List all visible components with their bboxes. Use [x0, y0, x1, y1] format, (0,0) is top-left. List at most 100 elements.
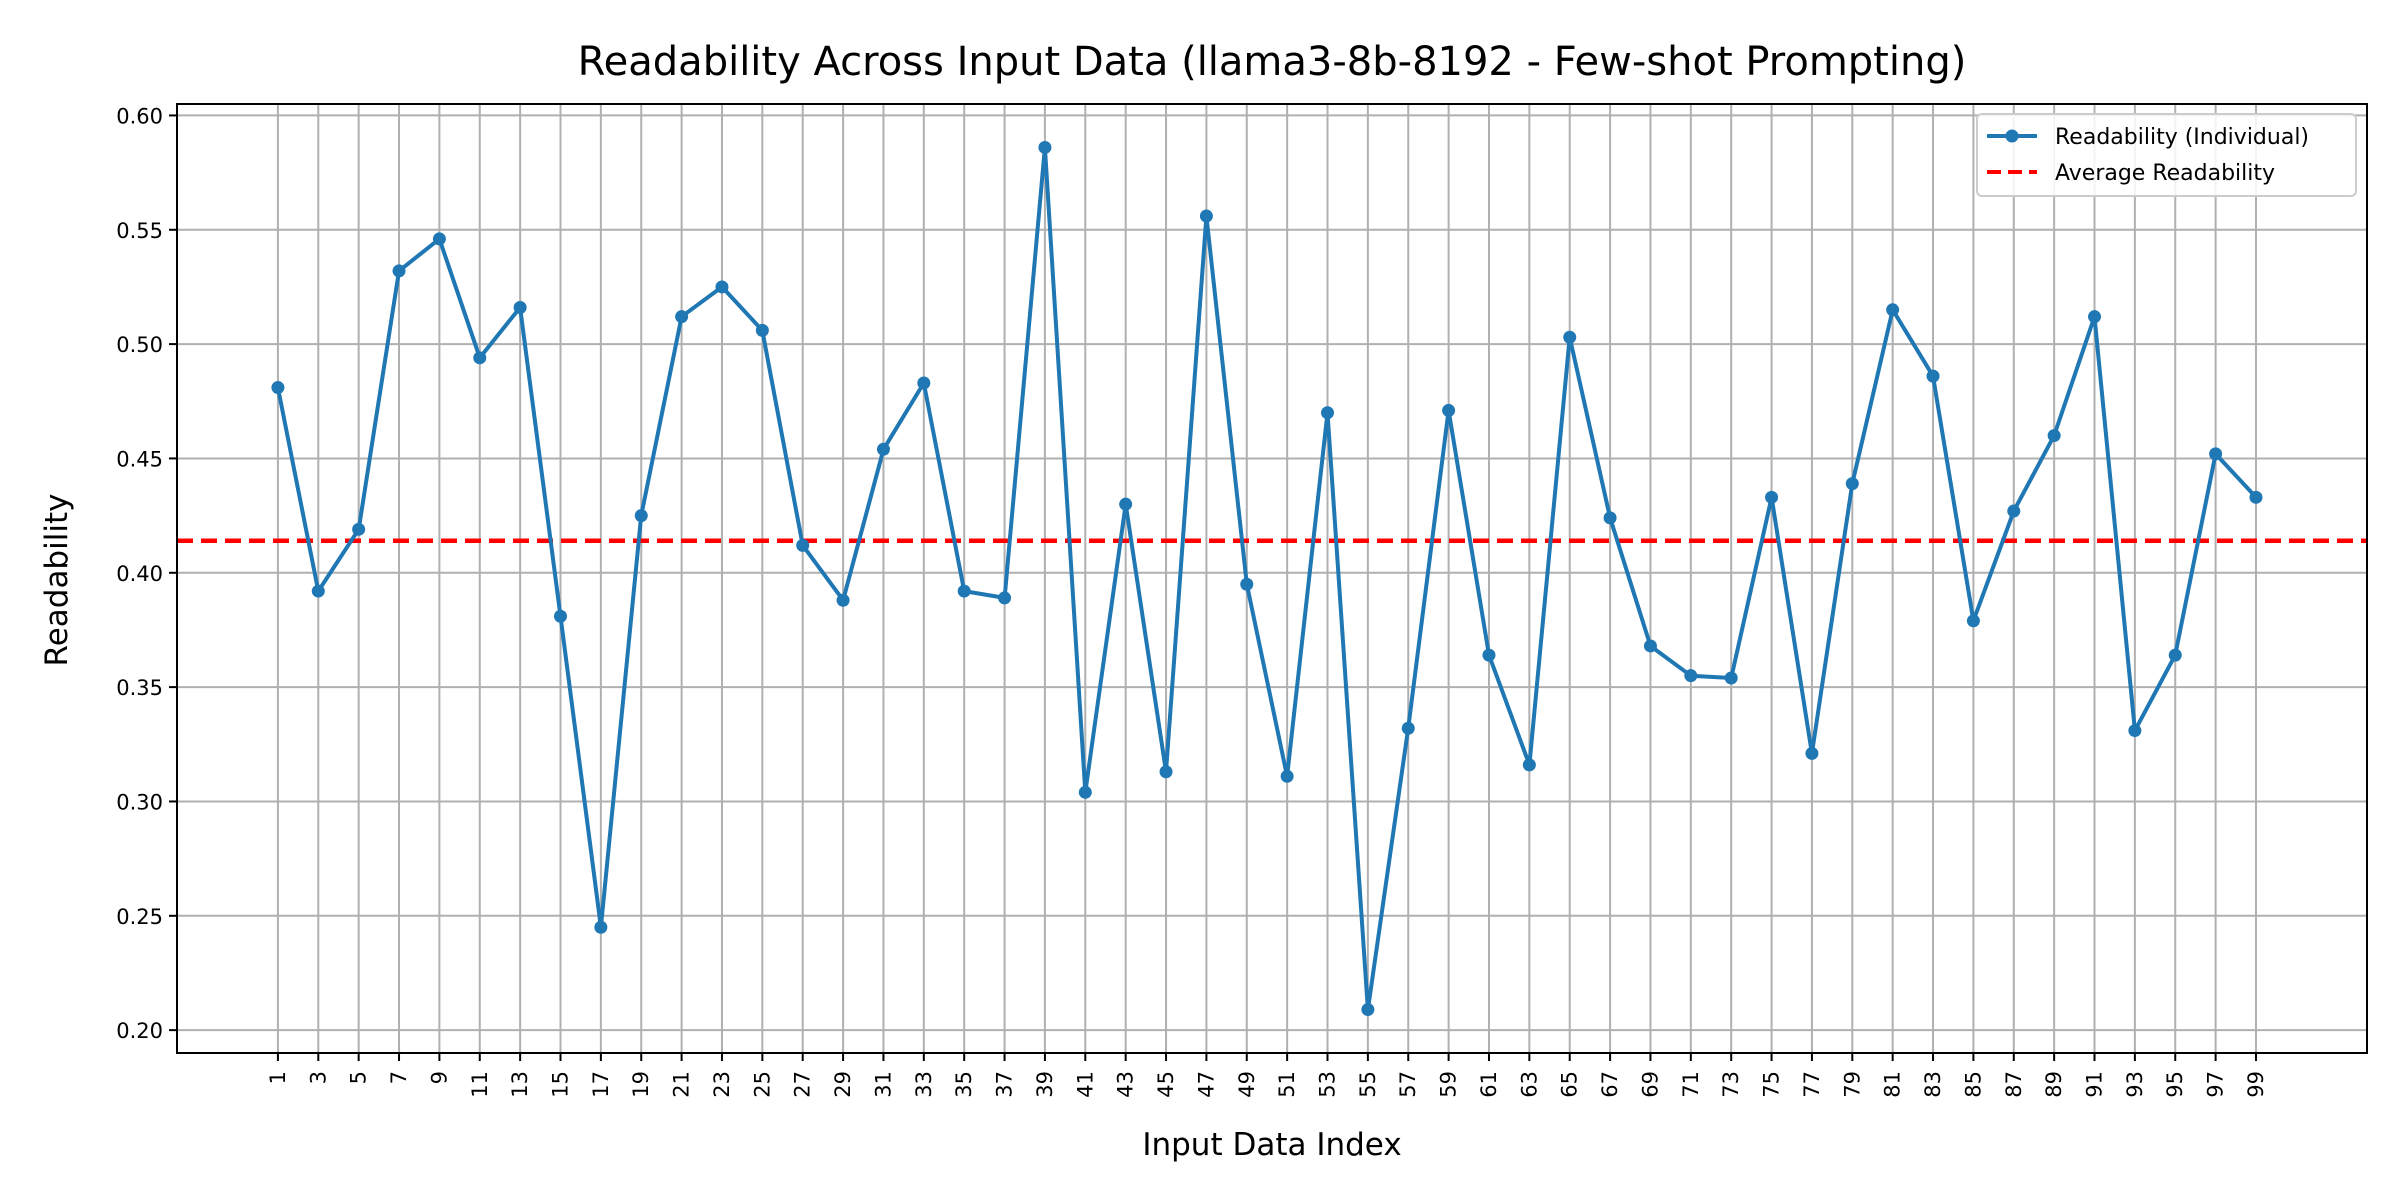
readability-data-point — [1684, 669, 1698, 683]
readability-data-point — [2047, 429, 2061, 443]
x-tick-label: 19 — [629, 1071, 653, 1098]
readability-data-point — [1522, 758, 1536, 772]
x-tick-label: 95 — [2163, 1071, 2187, 1098]
legend-label-individual: Readability (Individual) — [2055, 125, 2309, 150]
x-tick-label: 51 — [1275, 1071, 1299, 1098]
y-tick-label: 0.45 — [116, 447, 163, 471]
readability-data-point — [392, 264, 406, 278]
x-tick-label: 11 — [468, 1071, 492, 1098]
x-tick-label: 77 — [1800, 1071, 1824, 1098]
x-tick-label: 41 — [1073, 1071, 1097, 1098]
x-tick-label: 93 — [2123, 1071, 2147, 1098]
x-tick-label: 7 — [387, 1071, 411, 1084]
x-tick-label: 89 — [2042, 1071, 2066, 1098]
readability-data-point — [432, 232, 446, 246]
y-tick-label: 0.60 — [116, 104, 163, 128]
grid-lines — [177, 104, 2367, 1053]
readability-data-point — [1643, 639, 1657, 653]
readability-data-point — [1563, 330, 1577, 344]
x-tick-label: 61 — [1477, 1071, 1501, 1098]
readability-data-point — [1805, 746, 1819, 760]
y-axis-label: Readability — [39, 494, 75, 667]
y-tick-label: 0.25 — [116, 905, 163, 929]
x-tick-label: 33 — [912, 1071, 936, 1098]
readability-data-point — [271, 381, 285, 395]
y-tick-label: 0.50 — [116, 333, 163, 357]
y-tick-label: 0.40 — [116, 562, 163, 586]
readability-data-point — [715, 280, 729, 294]
readability-data-point — [2168, 648, 2182, 662]
x-tick-label: 79 — [1840, 1071, 1864, 1098]
readability-data-point — [473, 351, 487, 365]
readability-data-point — [2088, 310, 2102, 324]
x-tick-label: 67 — [1598, 1071, 1622, 1098]
x-axis-ticks: 1 3 5 7 9 11 13 15 17 19 21 23 25 27 29 31 33 35 37 39 41 43 4… — [266, 1053, 2268, 1098]
readability-data-point — [1966, 614, 1980, 628]
readability-data-point — [1199, 209, 1213, 223]
x-tick-label: 85 — [1961, 1071, 1985, 1098]
readability-data-point — [634, 509, 648, 523]
x-tick-label: 29 — [831, 1071, 855, 1098]
x-tick-label: 17 — [589, 1071, 613, 1098]
readability-data-point — [1482, 648, 1496, 662]
readability-data-point — [1603, 511, 1617, 525]
series-layer — [271, 140, 2263, 1017]
readability-data-point — [594, 920, 608, 934]
x-tick-label: 43 — [1114, 1071, 1138, 1098]
legend: Readability (Individual) Average Readabi… — [1976, 113, 2357, 197]
readability-data-point — [1765, 490, 1779, 504]
readability-data-point — [675, 310, 689, 324]
y-tick-label: 0.35 — [116, 676, 163, 700]
y-axis-ticks: 0.20 0.25 0.30 0.35 0.40 0.45 0.50 0.55 0.60 — [116, 104, 177, 1043]
readability-data-point — [957, 584, 971, 598]
readability-data-point — [513, 301, 527, 315]
readability-data-point — [796, 538, 810, 552]
x-tick-label: 99 — [2244, 1071, 2268, 1098]
readability-data-point — [1926, 369, 1940, 383]
x-axis-label: Input Data Index — [1142, 1127, 1401, 1163]
readability-data-point — [554, 609, 568, 623]
readability-data-point — [1886, 303, 1900, 317]
x-tick-label: 69 — [1638, 1071, 1662, 1098]
legend-marker-individual — [2005, 129, 2019, 143]
readability-data-point — [917, 376, 931, 390]
readability-data-point — [836, 593, 850, 607]
x-tick-label: 21 — [670, 1071, 694, 1098]
x-tick-label: 83 — [1921, 1071, 1945, 1098]
readability-data-point — [1845, 477, 1859, 491]
x-tick-label: 87 — [2002, 1071, 2026, 1098]
x-tick-label: 63 — [1517, 1071, 1541, 1098]
x-tick-label: 71 — [1679, 1071, 1703, 1098]
x-tick-label: 3 — [306, 1071, 330, 1084]
readability-data-point — [2209, 447, 2223, 461]
plot-area-frame — [176, 103, 2368, 1054]
readability-data-point — [2128, 724, 2142, 738]
y-tick-label: 0.20 — [116, 1019, 163, 1043]
x-tick-label: 27 — [791, 1071, 815, 1098]
readability-series-line — [275, 145, 2258, 1012]
readability-data-point — [1119, 497, 1133, 511]
chart-title: Readability Across Input Data (llama3-8b… — [578, 39, 1967, 85]
x-tick-label: 31 — [871, 1071, 895, 1098]
x-tick-label: 13 — [508, 1071, 532, 1098]
readability-data-point — [1361, 1003, 1375, 1017]
x-tick-label: 5 — [347, 1071, 371, 1084]
x-tick-label: 53 — [1316, 1071, 1340, 1098]
x-tick-label: 1 — [266, 1071, 290, 1084]
x-tick-label: 55 — [1356, 1071, 1380, 1098]
readability-data-point — [755, 323, 769, 337]
x-tick-label: 25 — [750, 1071, 774, 1098]
x-tick-label: 91 — [2083, 1071, 2107, 1098]
x-tick-label: 81 — [1881, 1071, 1905, 1098]
y-tick-label: 0.55 — [116, 219, 163, 243]
readability-data-point — [311, 584, 325, 598]
x-tick-label: 15 — [549, 1071, 573, 1098]
x-tick-label: 75 — [1760, 1071, 1784, 1098]
x-tick-label: 49 — [1235, 1071, 1259, 1098]
readability-data-point — [998, 591, 1012, 605]
readability-data-point — [1442, 403, 1456, 417]
readability-data-point — [1321, 406, 1335, 420]
readability-data-point — [876, 442, 890, 456]
